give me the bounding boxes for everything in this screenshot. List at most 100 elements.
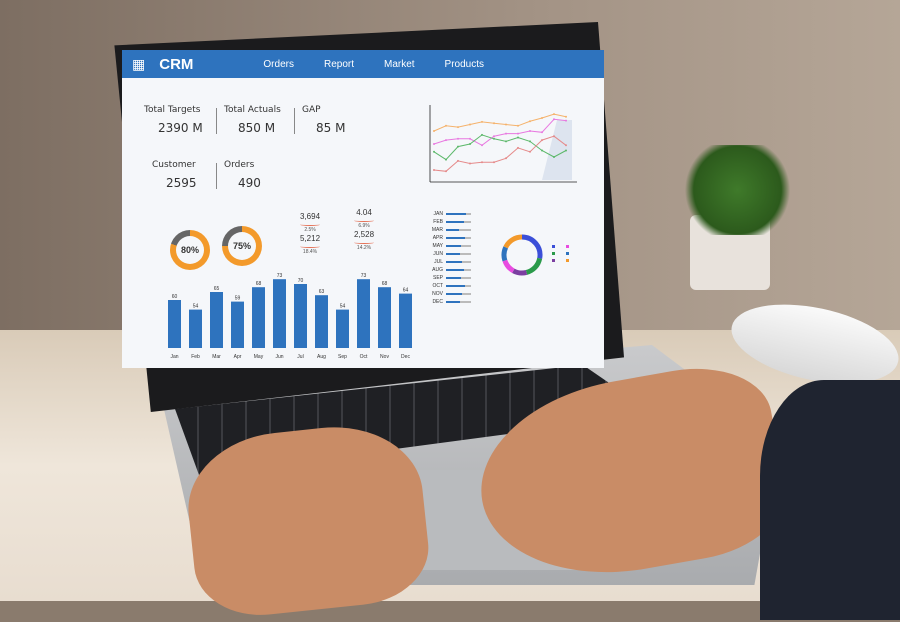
bar-category-label: Dec: [401, 354, 410, 360]
line-point: [541, 131, 543, 134]
hbar-row: MAR: [427, 226, 471, 234]
bar-value-label: 64: [403, 288, 409, 294]
bar-value-label: 54: [340, 304, 346, 310]
hbar-row: JAN: [427, 210, 471, 218]
kpi-value: 2390 M: [158, 121, 203, 135]
bar-category-label: Jul: [297, 354, 303, 360]
kpi-label: GAP: [302, 105, 321, 115]
line-point: [553, 156, 555, 158]
line-point: [481, 120, 483, 123]
nav-market[interactable]: Market: [383, 58, 415, 70]
sparkline: [300, 245, 321, 248]
plant: [680, 145, 795, 235]
hbar-label: OCT: [432, 283, 443, 289]
apps-grid-icon[interactable]: ▦: [132, 55, 146, 72]
legend-swatch: [566, 259, 569, 262]
hbar-fill: [446, 277, 461, 279]
legend-swatch: [566, 245, 569, 248]
hbar-label: MAR: [431, 227, 443, 233]
line-point: [553, 113, 555, 116]
bar-value-label: 60: [172, 294, 178, 300]
line-point: [433, 150, 435, 153]
hbar-track: [463, 221, 471, 223]
line-point: [553, 118, 555, 121]
line-point: [541, 149, 543, 152]
bar-value-label: 73: [277, 273, 283, 279]
stat-value: 2,528: [354, 230, 375, 239]
line-series-0: [433, 113, 567, 132]
line-point: [445, 158, 447, 161]
ring-slice: [521, 234, 543, 259]
hbar-row: FEB: [427, 218, 471, 226]
stat-sub: 18.4%: [302, 249, 318, 255]
stat-sub: 6.9%: [358, 223, 370, 229]
hbar-row: JUN: [427, 250, 471, 258]
bar-Aug: [315, 295, 328, 348]
line-point: [565, 149, 567, 152]
line-series-1: [433, 118, 567, 146]
line-series-2: [433, 134, 567, 161]
bar-Jun: [273, 279, 286, 348]
line-point: [565, 144, 567, 147]
line-point: [529, 120, 531, 123]
hbar-track: [462, 293, 471, 295]
line-point: [481, 161, 483, 164]
nav-bar: ▦ CRM Orders Report Market Products: [122, 50, 604, 78]
kpi-value: 490: [238, 176, 261, 190]
stat-block-1: 3,694 2.5% 5,212 18.4%: [300, 212, 321, 256]
bar-Feb: [189, 309, 202, 348]
bar-Nov: [378, 287, 391, 348]
line-point: [565, 119, 567, 122]
bar-category-label: Apr: [234, 354, 242, 360]
line-point: [493, 122, 495, 125]
hbar-row: AUG: [427, 266, 471, 274]
hbar-label: DEC: [432, 299, 443, 305]
stat-value: 5,212: [300, 234, 321, 243]
nav-report[interactable]: Report: [323, 58, 354, 70]
bar-Apr: [231, 301, 244, 348]
line-point: [505, 140, 507, 143]
bar-Jan: [168, 300, 181, 348]
line-series-3: [433, 135, 567, 172]
stat-value: 4.04: [356, 208, 372, 217]
kpi-gap: GAP 85 M: [302, 105, 345, 135]
bar-value-label: 54: [193, 304, 199, 310]
hbar-fill: [446, 293, 463, 295]
line-point: [481, 144, 483, 147]
bar-category-label: Feb: [191, 354, 200, 360]
bar-May: [252, 287, 265, 348]
sparkline: [354, 241, 375, 244]
hbar-label: SEP: [432, 275, 443, 281]
hbar-track: [464, 285, 471, 287]
line-point: [445, 139, 447, 142]
nav-products[interactable]: Products: [444, 58, 485, 70]
line-point: [541, 139, 543, 142]
line-point: [517, 132, 519, 135]
bar-Mar: [210, 292, 223, 348]
legend-swatch: [552, 259, 555, 262]
hbar-fill: [446, 269, 464, 271]
line-point: [505, 132, 507, 135]
monthly-bar-chart: 60 Jan 54 Feb 65 Mar 59 Apr 68 May 73 Jun 70 Jul 63 Aug…: [168, 273, 412, 360]
bar-category-label: Jun: [275, 354, 283, 360]
line-point: [469, 123, 471, 126]
kpi-value: 85 M: [316, 121, 346, 135]
sparkline: [300, 223, 321, 226]
line-point: [481, 133, 483, 136]
line-point: [433, 130, 435, 132]
line-point: [565, 115, 567, 118]
bar-value-label: 68: [256, 281, 262, 287]
kpi-customer: Customer 2595: [152, 160, 197, 190]
donut-label: 80%: [180, 245, 199, 255]
nav-orders[interactable]: Orders: [263, 58, 294, 70]
kpi-orders: Orders 490: [224, 160, 261, 190]
line-point: [517, 136, 519, 139]
divider: [216, 108, 217, 134]
hbar-fill: [446, 301, 460, 303]
line-point: [517, 146, 519, 149]
hbar-track: [461, 277, 471, 279]
bar-category-label: Oct: [360, 354, 368, 360]
kpi-label: Total Actuals: [224, 105, 281, 115]
line-point: [505, 123, 507, 126]
hbar-track: [464, 237, 471, 239]
